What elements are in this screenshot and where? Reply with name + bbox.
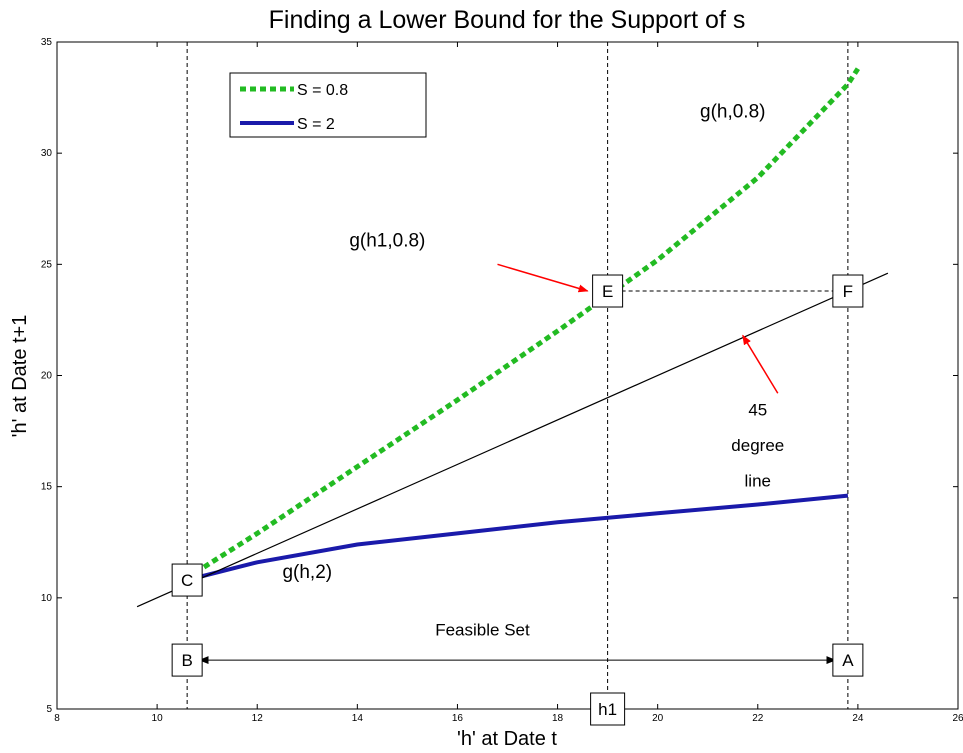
legend-box <box>229 72 427 138</box>
plot-area <box>56 41 959 710</box>
x-tick-label: 18 <box>552 713 564 724</box>
x-tick-label: 20 <box>652 713 664 724</box>
boxes: C E F B Ah1 <box>171 274 864 726</box>
y-tick-label: 15 <box>41 482 53 493</box>
annotation-label: 45 <box>748 401 767 420</box>
pointer-arrow <box>742 334 779 394</box>
annotation-label: degree <box>731 436 784 455</box>
x-tick-label: 8 <box>54 713 60 724</box>
point-label: A <box>842 651 854 670</box>
y-tick-label: 35 <box>41 37 53 48</box>
point-label-box <box>590 692 626 726</box>
y-axis-label: 'h' at Date t+1 <box>9 315 31 438</box>
x-tick-label: 12 <box>252 713 264 724</box>
point-label: C <box>181 571 193 590</box>
point-label: B <box>181 651 192 670</box>
legend-label-s08: S = 0.8 <box>297 82 348 99</box>
annotation-label: g(h1,0.8) <box>349 231 425 252</box>
y-tick-label: 10 <box>41 593 53 604</box>
annotation-label: Feasible Set <box>435 621 530 640</box>
pointer-arrow <box>497 263 589 293</box>
x-tick-label: 10 <box>152 713 164 724</box>
x-tick-label: 16 <box>452 713 464 724</box>
y-tick-label: 20 <box>41 371 53 382</box>
point-label-box <box>592 274 624 308</box>
x-axis-label: 'h' at Date t <box>457 728 557 750</box>
y-tick-label: 5 <box>46 704 52 715</box>
x-tick-label: 26 <box>952 713 963 724</box>
point-label-box <box>171 563 203 597</box>
series-lines <box>136 67 889 608</box>
reference-lines <box>186 42 849 709</box>
series-line-s08 <box>185 67 861 580</box>
y-tick-label: 25 <box>41 259 53 270</box>
point-label-box <box>171 643 203 677</box>
legend-label-s2: S = 2 <box>297 116 335 133</box>
axis-ticks: 8 10 12 14 16 18 20 22 24 26 5 10 15 20 25 30 35 <box>41 37 963 724</box>
arrows <box>198 263 837 665</box>
annotation-label: g(h,0.8) <box>700 102 765 123</box>
x-tick-label: 22 <box>752 713 764 724</box>
legend: S = 0.8 S = 2 <box>229 72 427 138</box>
annotation-label: line <box>745 472 771 491</box>
annotation-label: g(h,2) <box>282 562 332 583</box>
y-tick-label: 30 <box>41 148 53 159</box>
point-label: h1 <box>598 700 617 719</box>
point-label-box <box>832 274 864 308</box>
x-tick-label: 14 <box>352 713 364 724</box>
x-tick-label: 24 <box>852 713 864 724</box>
point-label-box <box>832 643 864 677</box>
annotations: g(h,0.8) g(h1,0.8) 45 degree line g(h,2) Feasi… <box>282 102 784 640</box>
point-label: E <box>602 282 613 301</box>
chart-title: Finding a Lower Bound for the Support of… <box>269 6 746 34</box>
point-label: F <box>843 282 853 301</box>
series-line-s2 <box>186 493 849 582</box>
forty-five-degree-line <box>136 272 889 608</box>
